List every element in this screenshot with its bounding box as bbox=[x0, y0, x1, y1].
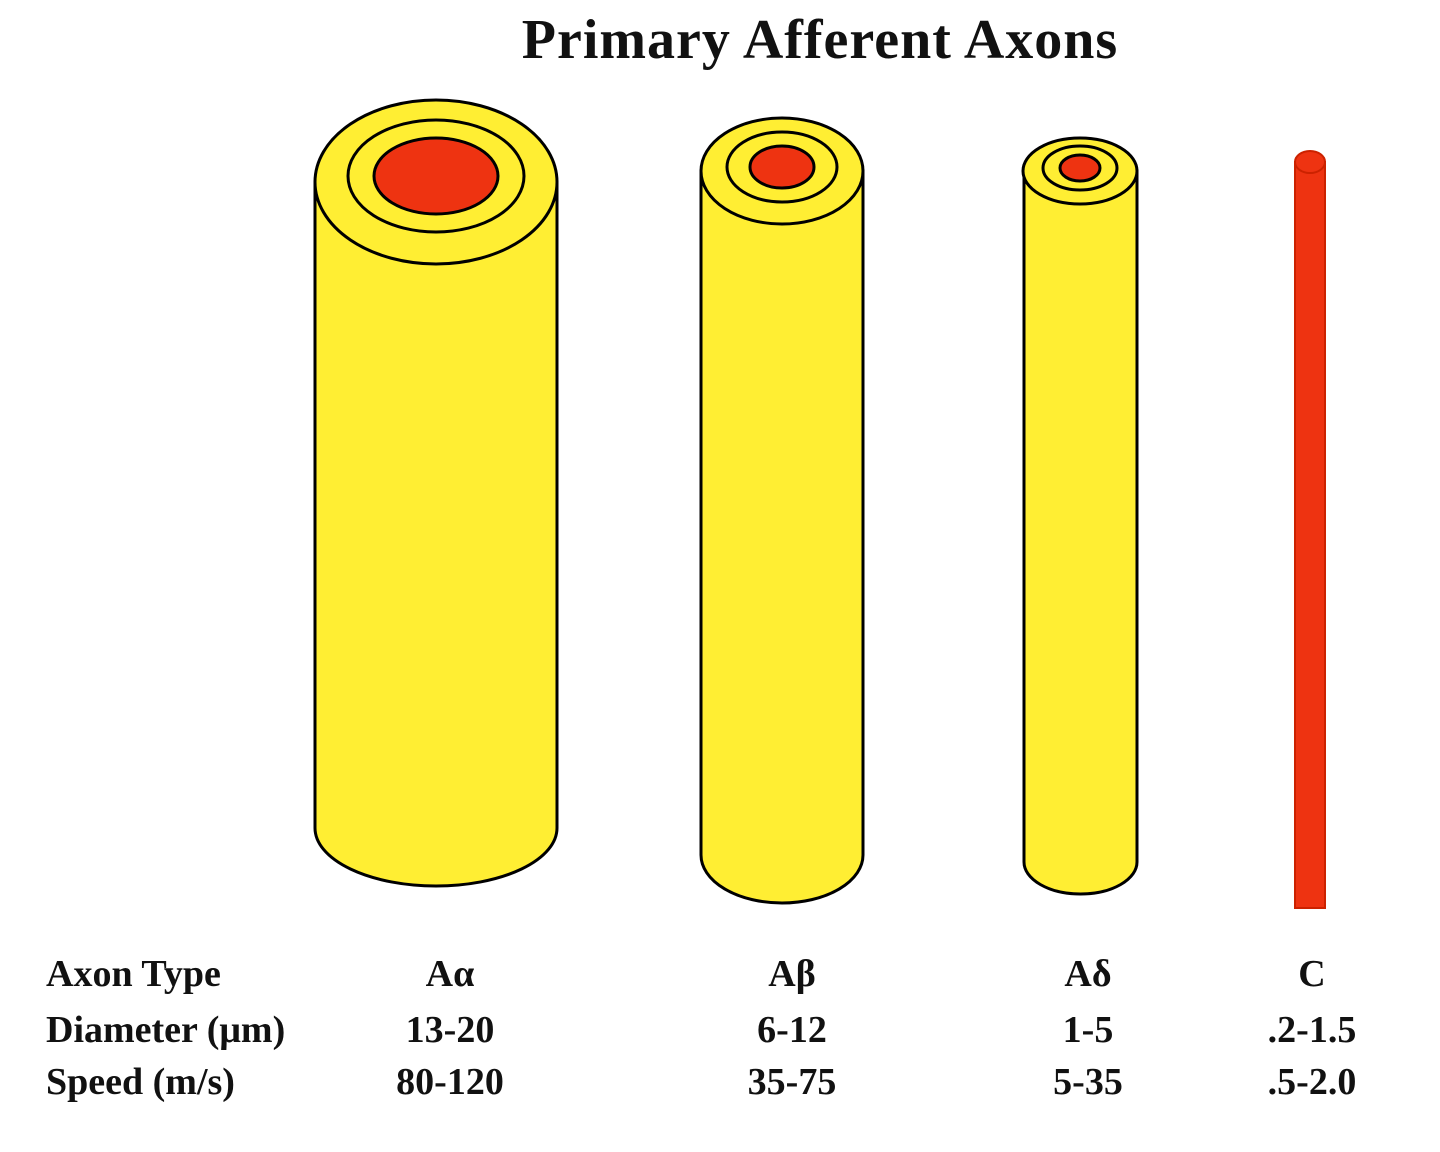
diameter-a-alpha: 13-20 bbox=[405, 1009, 495, 1051]
diameter-c: .2-1.5 bbox=[1267, 1009, 1357, 1051]
c-fiber-top-cap bbox=[1294, 150, 1326, 174]
c-fiber-body bbox=[1294, 161, 1326, 909]
axon-type-a-alpha: Aα bbox=[425, 953, 475, 995]
diagram-title: Primary Afferent Axons bbox=[521, 9, 1119, 71]
axon-rod-c-fiber bbox=[1294, 150, 1326, 909]
axon-type-a-beta: Aβ bbox=[768, 953, 816, 995]
a-delta-body bbox=[1022, 169, 1139, 896]
axon-type-c: C bbox=[1298, 953, 1326, 995]
speed-a-alpha: 80-120 bbox=[396, 1061, 504, 1103]
axon-cylinder-a-alpha bbox=[313, 98, 559, 888]
row-label-diameter: Diameter (μm) bbox=[46, 1009, 286, 1051]
row-label-axon-type: Axon Type bbox=[46, 953, 221, 995]
a-beta-axon-core bbox=[748, 144, 816, 190]
speed-a-delta: 5-35 bbox=[1053, 1061, 1123, 1103]
a-alpha-axon-core bbox=[372, 136, 500, 216]
a-delta-axon-core bbox=[1058, 153, 1102, 183]
axon-type-a-delta: Aδ bbox=[1064, 953, 1112, 995]
diameter-a-beta: 6-12 bbox=[757, 1009, 827, 1051]
axon-cylinder-a-delta bbox=[1021, 136, 1139, 896]
row-label-speed: Speed (m/s) bbox=[46, 1061, 235, 1103]
a-alpha-body bbox=[313, 180, 559, 888]
diameter-a-delta: 1-5 bbox=[1062, 1009, 1114, 1051]
a-beta-body bbox=[699, 169, 865, 905]
axon-cylinder-a-beta bbox=[699, 116, 865, 905]
speed-c: .5-2.0 bbox=[1267, 1061, 1357, 1103]
speed-a-beta: 35-75 bbox=[747, 1061, 837, 1103]
